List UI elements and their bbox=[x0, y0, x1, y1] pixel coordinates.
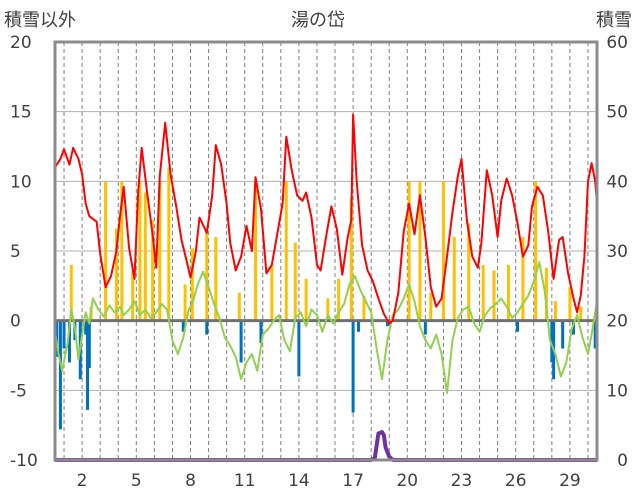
blue-bar bbox=[593, 320, 597, 349]
orange-bar bbox=[151, 220, 155, 321]
orange-bar bbox=[534, 181, 538, 321]
blue-bar bbox=[351, 320, 355, 413]
y-right-tick-label: 0 bbox=[617, 451, 628, 471]
orange-bar bbox=[429, 292, 433, 321]
orange-bar bbox=[254, 181, 258, 321]
blue-bar bbox=[385, 320, 389, 327]
y-right-tick-label: 50 bbox=[606, 103, 628, 123]
orange-bar bbox=[349, 198, 353, 321]
orange-bar bbox=[293, 242, 297, 321]
x-tick-label: 17 bbox=[342, 471, 364, 491]
y-axis-left-ticks: 20 15 10 5 0 -5 -10 bbox=[10, 33, 38, 471]
blue-bar bbox=[239, 320, 243, 363]
x-tick-label: 8 bbox=[185, 471, 196, 491]
plot-frame bbox=[53, 40, 599, 462]
green-series-line bbox=[54, 261, 598, 395]
blue-bar bbox=[87, 320, 91, 369]
orange-bar bbox=[452, 237, 456, 321]
x-tick-label: 23 bbox=[451, 471, 473, 491]
orange-bar bbox=[326, 298, 330, 321]
orange-bar bbox=[441, 181, 445, 321]
orange-bar bbox=[237, 292, 241, 321]
x-tick-label: 20 bbox=[396, 471, 418, 491]
y-left-tick-label: -5 bbox=[10, 381, 27, 401]
blue-bar bbox=[181, 320, 185, 332]
orange-bar bbox=[158, 181, 162, 321]
blue-bar bbox=[58, 320, 62, 430]
y-right-tick-label: 40 bbox=[606, 172, 628, 192]
x-tick-label: 11 bbox=[234, 471, 256, 491]
blue-bar bbox=[84, 320, 88, 335]
orange-bar bbox=[568, 287, 572, 321]
orange-bars bbox=[69, 167, 583, 321]
orange-bar bbox=[104, 181, 108, 321]
y-right-tick-label: 20 bbox=[606, 312, 628, 332]
blue-bar bbox=[86, 320, 90, 410]
orange-bar bbox=[120, 181, 124, 321]
y-left-tick-label: 0 bbox=[10, 312, 21, 332]
y-left-tick-label: -10 bbox=[10, 451, 38, 471]
x-tick-label: 2 bbox=[77, 471, 88, 491]
y-right-tick-label: 60 bbox=[606, 33, 628, 53]
blue-bar bbox=[259, 320, 263, 343]
blue-bar bbox=[205, 320, 209, 335]
orange-bar bbox=[407, 181, 411, 321]
y-left-tick-label: 10 bbox=[10, 172, 32, 192]
orange-bar bbox=[131, 270, 135, 321]
x-tick-label: 26 bbox=[505, 471, 527, 491]
chart-title: 湯の岱 bbox=[291, 10, 345, 31]
blue-bar bbox=[550, 320, 554, 363]
orange-bar bbox=[167, 167, 171, 321]
orange-bar bbox=[183, 284, 187, 321]
blue-bar bbox=[62, 320, 66, 349]
orange-bar bbox=[579, 306, 583, 321]
blue-bar bbox=[572, 320, 576, 335]
orange-bar bbox=[362, 295, 366, 321]
y-axis-right-ticks: 60 50 40 30 20 10 0 bbox=[606, 33, 628, 471]
y-left-tick-label: 5 bbox=[10, 242, 21, 262]
x-tick-label: 14 bbox=[288, 471, 310, 491]
blue-bar bbox=[516, 320, 520, 332]
x-axis-ticks: 2 5 8 11 14 17 20 23 26 29 bbox=[77, 471, 581, 491]
blue-bar bbox=[357, 320, 361, 332]
orange-bar bbox=[553, 301, 557, 321]
right-axis-title: 積雪 bbox=[596, 10, 632, 31]
orange-bar bbox=[492, 270, 496, 321]
y-left-tick-label: 20 bbox=[10, 33, 32, 53]
blue-bar bbox=[67, 320, 71, 363]
orange-bar bbox=[69, 264, 73, 321]
blue-bar bbox=[423, 320, 427, 335]
orange-bar bbox=[138, 181, 142, 321]
orange-bar bbox=[190, 248, 194, 321]
red-series-line bbox=[54, 113, 598, 325]
orange-bar bbox=[481, 264, 485, 321]
y-right-tick-label: 30 bbox=[606, 242, 628, 262]
blue-bar bbox=[561, 320, 565, 349]
y-right-tick-label: 10 bbox=[606, 381, 628, 401]
orange-bar bbox=[544, 267, 548, 321]
orange-bar bbox=[205, 231, 209, 321]
blue-bar bbox=[297, 320, 301, 377]
orange-bar bbox=[214, 237, 218, 321]
x-tick-label: 5 bbox=[131, 471, 142, 491]
orange-bar bbox=[143, 192, 147, 321]
orange-bar bbox=[304, 278, 308, 321]
orange-bar bbox=[337, 278, 341, 321]
y-left-tick-label: 15 bbox=[10, 103, 32, 123]
left-axis-title: 積雪以外 bbox=[4, 10, 76, 31]
orange-bar bbox=[467, 223, 471, 321]
x-tick-label: 29 bbox=[559, 471, 581, 491]
orange-bar bbox=[418, 181, 422, 321]
orange-bar bbox=[284, 181, 288, 321]
orange-bar bbox=[506, 264, 510, 321]
orange-bar bbox=[114, 228, 118, 321]
orange-bar bbox=[521, 237, 525, 321]
orange-bar bbox=[270, 264, 274, 321]
